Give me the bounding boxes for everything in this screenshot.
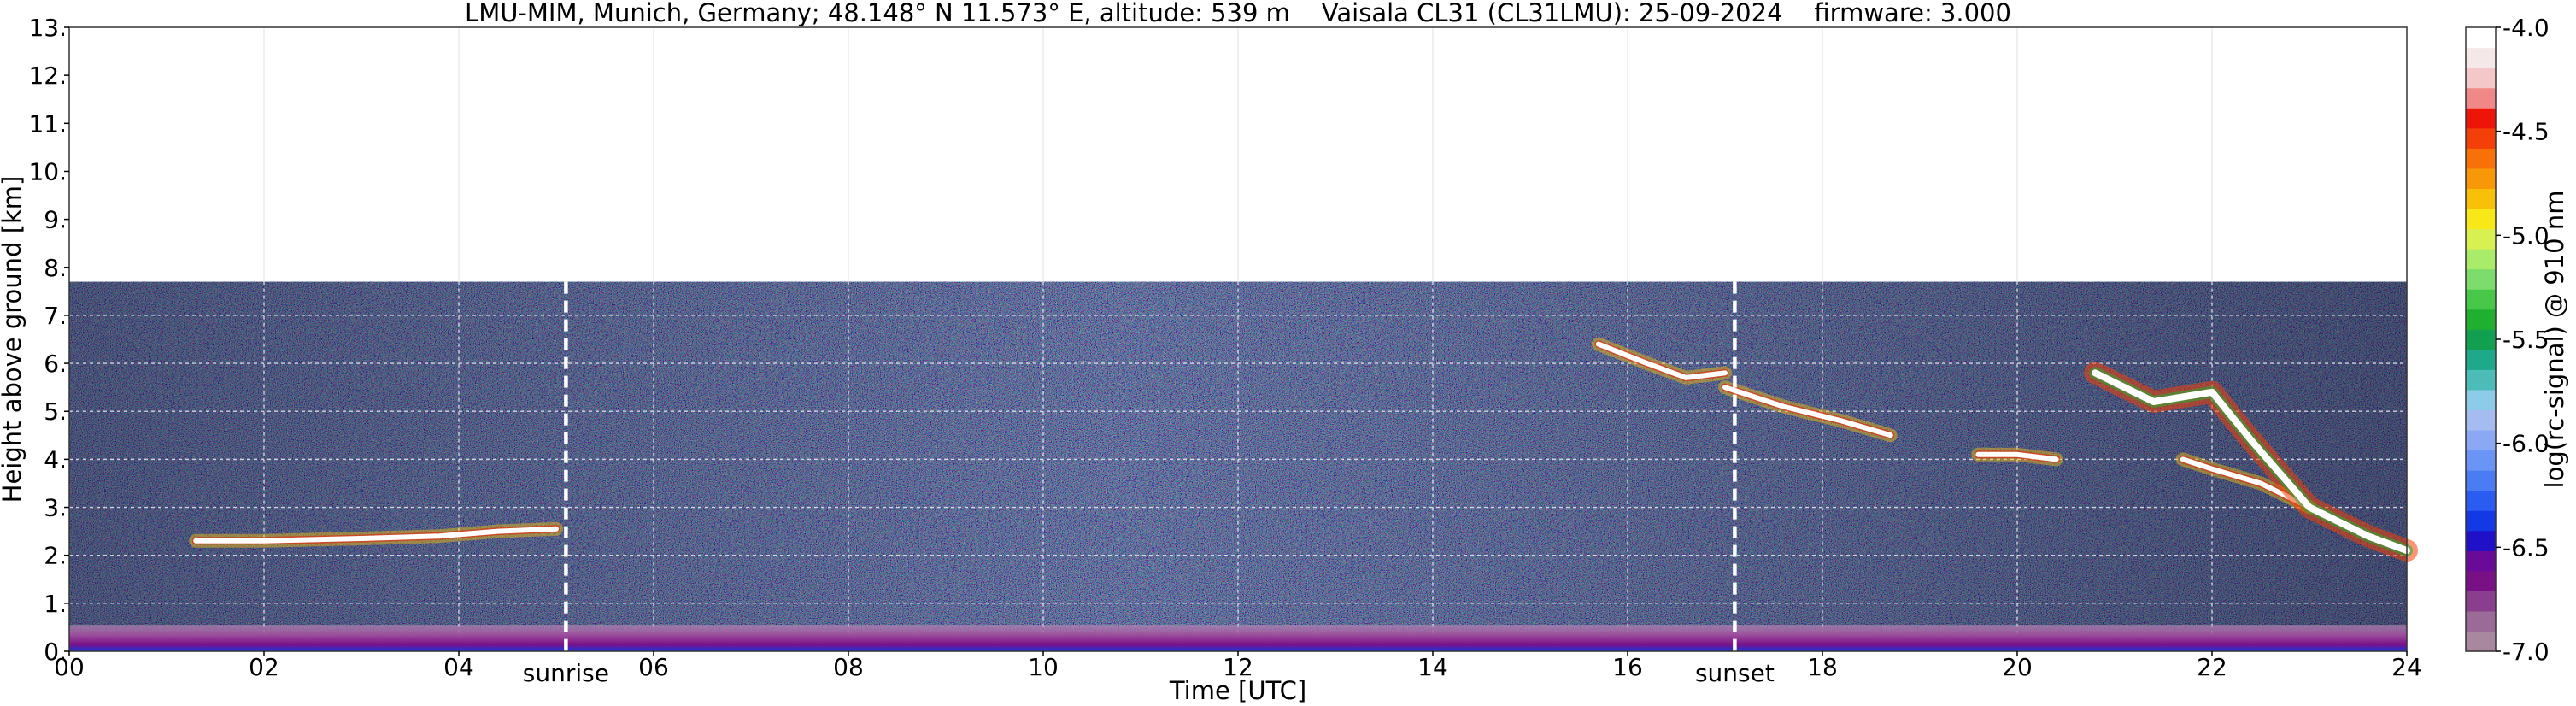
colorbar-band bbox=[2466, 591, 2496, 612]
cloud-layer bbox=[1595, 341, 1728, 380]
colorbar-band bbox=[2466, 87, 2496, 109]
cloud-layers bbox=[69, 337, 2418, 651]
y-tick-label: 3. bbox=[44, 494, 67, 522]
y-tick-label: 10. bbox=[28, 157, 67, 185]
event-label-sunset: sunset bbox=[1695, 659, 1775, 687]
colorbar-band bbox=[2466, 148, 2496, 169]
colorbar-band bbox=[2466, 570, 2496, 591]
x-tick-label: 20 bbox=[2002, 653, 2033, 681]
event-label-sunrise: sunrise bbox=[523, 659, 609, 687]
x-tick-label: 00 bbox=[54, 653, 85, 681]
x-tick-label: 14 bbox=[1417, 653, 1448, 681]
colorbar-band bbox=[2466, 68, 2496, 89]
colorbar-band bbox=[2466, 369, 2496, 391]
plot-area: sunrise sunset bbox=[68, 26, 2418, 687]
colorbar-label: log(rc-signal) @ 910 nm bbox=[2540, 191, 2569, 489]
colorbar-band bbox=[2466, 329, 2496, 350]
colorbar-tick-label: -5.5 bbox=[2503, 326, 2550, 354]
colorbar-band bbox=[2466, 610, 2496, 632]
x-axis-label: Time [UTC] bbox=[1169, 676, 1306, 705]
x-tick-label: 10 bbox=[1028, 653, 1059, 681]
y-tick-label: 12. bbox=[28, 62, 67, 90]
colorbar: -4.0 -4.5 -5.0 -5.5 -6.0 -6.5 -7.0 log(rc-sign… bbox=[2465, 14, 2569, 666]
y-tick-label: 1. bbox=[44, 590, 67, 618]
colorbar-bands bbox=[2466, 27, 2496, 652]
cloud-layer bbox=[2092, 369, 2410, 555]
cloud-layer bbox=[1722, 385, 1893, 438]
colorbar-tick-label: -6.5 bbox=[2503, 533, 2550, 562]
y-tick-label: 7. bbox=[44, 302, 67, 330]
colorbar-band bbox=[2466, 510, 2496, 532]
colorbar-band bbox=[2466, 631, 2496, 652]
colorbar-band bbox=[2466, 188, 2496, 209]
x-tick-label: 06 bbox=[638, 653, 669, 681]
colorbar-tick-label: -6.0 bbox=[2503, 430, 2550, 458]
x-tick-label: 02 bbox=[249, 653, 279, 681]
colorbar-ticks: -4.0 -4.5 -5.0 -5.5 -6.0 -6.5 -7.0 bbox=[2496, 14, 2550, 666]
y-tick-label: 2. bbox=[44, 542, 67, 570]
event-markers: sunrise sunset bbox=[523, 281, 1775, 687]
x-tick-label: 08 bbox=[833, 653, 864, 681]
colorbar-tick-label: -5.0 bbox=[2503, 221, 2550, 250]
y-tick-label: 13. bbox=[28, 14, 67, 42]
x-tick-label: 12 bbox=[1223, 653, 1253, 681]
y-tick-label: 4. bbox=[44, 445, 67, 474]
cloud-layer bbox=[1975, 451, 2059, 462]
y-tick-label: 8. bbox=[44, 254, 67, 282]
colorbar-tick-label: -7.0 bbox=[2503, 638, 2550, 666]
colorbar-band bbox=[2466, 127, 2496, 149]
colorbar-band bbox=[2466, 249, 2496, 270]
colorbar-band bbox=[2466, 530, 2496, 551]
x-tick-label: 24 bbox=[2391, 653, 2422, 681]
colorbar-band bbox=[2466, 550, 2496, 572]
grid bbox=[69, 27, 2407, 651]
y-tick-label: 6. bbox=[44, 350, 67, 378]
colorbar-band bbox=[2466, 208, 2496, 230]
y-tick-label: 5. bbox=[44, 397, 67, 426]
colorbar-band bbox=[2466, 309, 2496, 330]
y-tick-label: 11. bbox=[28, 109, 67, 138]
colorbar-band bbox=[2466, 268, 2496, 290]
colorbar-band bbox=[2466, 349, 2496, 370]
surface-aerosol-layer bbox=[69, 625, 2407, 651]
colorbar-band bbox=[2466, 289, 2496, 310]
x-axis-ticks: 00 02 04 06 08 10 12 14 16 18 20 22 24 bbox=[54, 651, 2422, 681]
colorbar-tick-label: -4.0 bbox=[2503, 14, 2550, 42]
colorbar-band bbox=[2466, 389, 2496, 411]
colorbar-band bbox=[2466, 429, 2496, 451]
x-tick-label: 22 bbox=[2197, 653, 2227, 681]
colorbar-band bbox=[2466, 450, 2496, 471]
x-tick-label: 16 bbox=[1612, 653, 1643, 681]
colorbar-band bbox=[2466, 409, 2496, 431]
colorbar-band bbox=[2466, 490, 2496, 511]
colorbar-band bbox=[2466, 228, 2496, 250]
cloud-layer bbox=[193, 526, 559, 544]
chart-title: LMU-MIM, Munich, Germany; 48.148° N 11.5… bbox=[465, 0, 2011, 27]
y-axis-ticks: 0. 1. 2. 3. 4. 5. 6. 7. 8. 9. 10. 11. 12. 13. bbox=[28, 14, 69, 666]
colorbar-band bbox=[2466, 470, 2496, 491]
colorbar-band bbox=[2466, 108, 2496, 129]
y-tick-label: 9. bbox=[44, 206, 67, 234]
colorbar-tick-label: -4.5 bbox=[2503, 118, 2550, 146]
colorbar-band bbox=[2466, 27, 2496, 49]
colorbar-band bbox=[2466, 168, 2496, 189]
y-tick-label: 0. bbox=[44, 638, 67, 666]
x-tick-label: 18 bbox=[1807, 653, 1838, 681]
colorbar-band bbox=[2466, 47, 2496, 68]
y-axis-label: Height above ground [km] bbox=[0, 176, 26, 503]
x-tick-label: 04 bbox=[443, 653, 474, 681]
